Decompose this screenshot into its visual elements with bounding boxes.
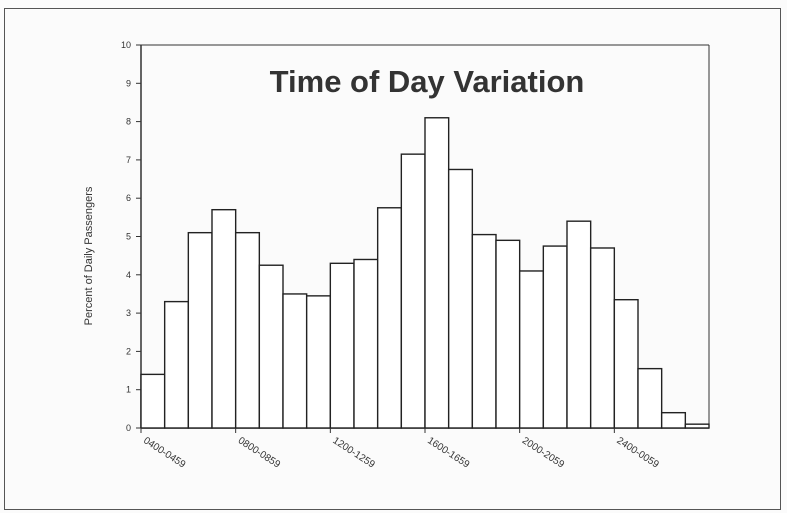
x-tick-label: 0800-0859 — [236, 435, 282, 471]
histogram-bar — [258, 264, 284, 429]
histogram-bar — [542, 245, 568, 429]
y-tick-label: 1 — [126, 385, 131, 395]
histogram-bar — [447, 168, 474, 429]
histogram-bar — [495, 239, 521, 429]
histogram-bar — [353, 258, 379, 429]
y-tick-label: 8 — [126, 117, 131, 127]
histogram-bar — [140, 373, 166, 429]
histogram-bar — [376, 207, 403, 429]
histogram-bar — [163, 300, 190, 429]
y-tick-label: 3 — [126, 308, 131, 318]
x-tick-label: 1200-1259 — [331, 435, 377, 471]
histogram-bar — [187, 231, 213, 429]
x-ticks: 0400-0459 0800-0859 1200-1259 1600-1659 2000… — [140, 428, 661, 471]
y-ticks: 0 1 2 3 4 5 6 7 8 9 10 — [121, 40, 141, 433]
histogram-bar — [518, 270, 545, 429]
y-axis-label: Percent of Daily Passengers — [83, 186, 95, 325]
y-tick-label: 2 — [126, 346, 131, 356]
y-tick-label: 5 — [126, 232, 131, 242]
y-tick-label: 0 — [126, 423, 131, 433]
x-tick-label: 2400-0059 — [615, 435, 661, 471]
histogram-bar — [471, 233, 497, 429]
y-tick-label: 6 — [126, 193, 131, 203]
histogram-bar — [566, 220, 592, 429]
chart-title: Time of Day Variation — [270, 64, 585, 99]
histogram-bar — [234, 231, 261, 429]
histogram-bar — [329, 262, 355, 429]
y-tick-label: 7 — [126, 155, 131, 165]
y-tick-label: 9 — [126, 78, 131, 88]
x-tick-label: 2000-2059 — [520, 435, 566, 471]
histogram-bar — [589, 247, 616, 429]
chart-frame — [4, 8, 781, 510]
histogram-bar — [613, 298, 639, 429]
bars — [140, 117, 710, 429]
histogram-bar — [400, 153, 426, 429]
histogram-bar — [211, 208, 237, 429]
histogram-bar — [684, 423, 710, 429]
histogram-bar — [637, 367, 663, 429]
y-tick-label: 10 — [121, 40, 131, 50]
x-tick-label: 1600-1659 — [425, 435, 471, 471]
histogram-bar — [282, 293, 308, 429]
y-tick-label: 4 — [126, 270, 131, 280]
histogram-bar — [660, 411, 687, 429]
histogram-bar — [424, 117, 450, 429]
x-tick-label: 0400-0459 — [141, 435, 187, 471]
histogram-bar — [305, 295, 332, 429]
